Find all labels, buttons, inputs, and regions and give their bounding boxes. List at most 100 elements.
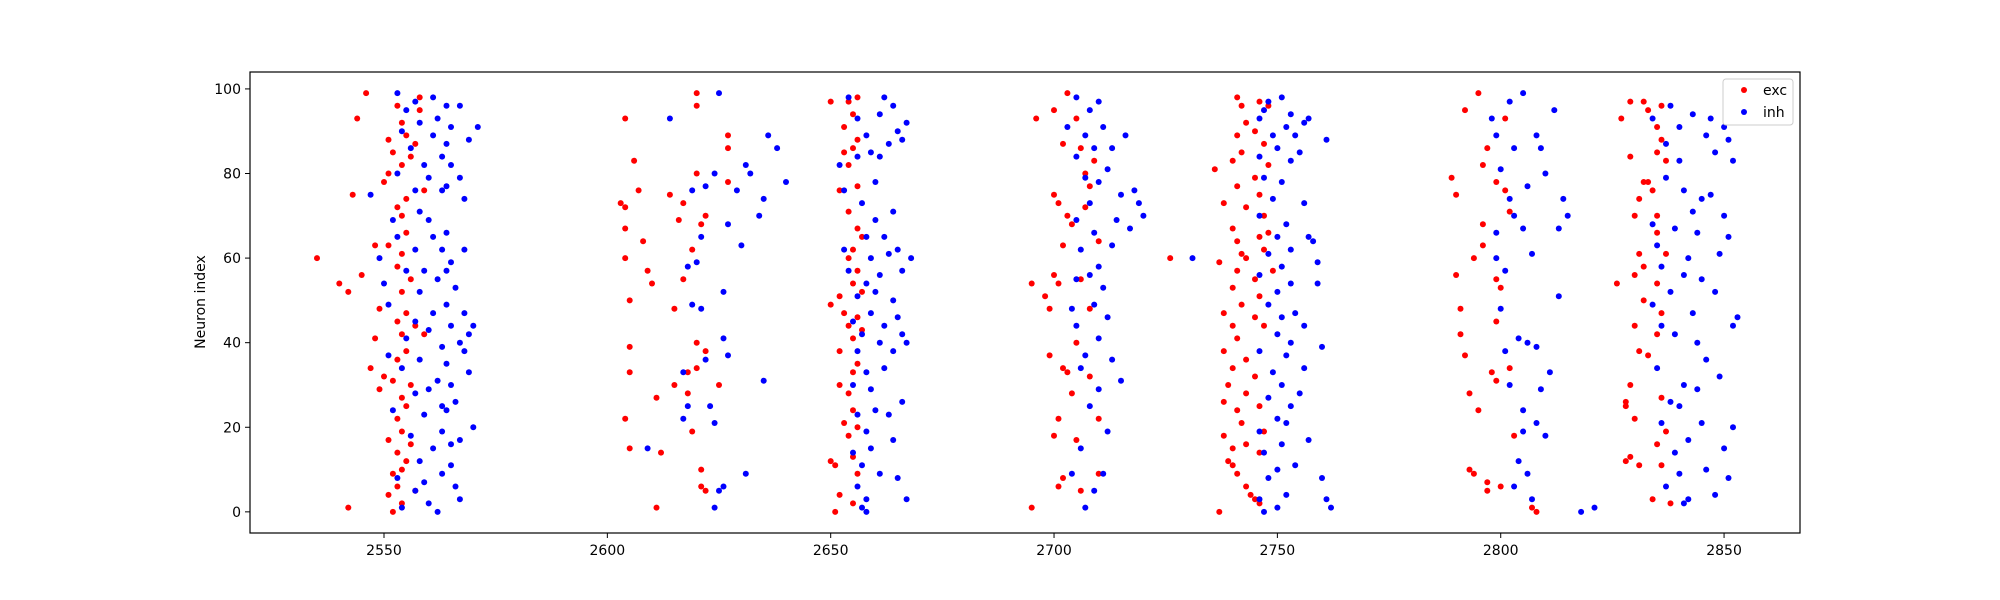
exc-spike-point xyxy=(1064,369,1071,376)
exc-spike-point xyxy=(640,238,647,245)
exc-spike-point xyxy=(394,483,401,490)
inh-spike-point xyxy=(1529,250,1535,257)
inh-spike-point xyxy=(1122,132,1129,139)
inh-spike-point xyxy=(1497,166,1504,173)
exc-spike-point xyxy=(1645,352,1652,359)
inh-spike-point xyxy=(1515,335,1522,342)
exc-spike-point xyxy=(1073,437,1080,443)
inh-spike-point xyxy=(1278,382,1285,388)
exc-spike-point xyxy=(1649,187,1656,194)
exc-spike-point xyxy=(1243,255,1250,262)
exc-spike-point xyxy=(1252,128,1258,135)
inh-spike-point xyxy=(1265,98,1272,105)
exc-spike-point xyxy=(845,255,852,262)
inh-spike-point xyxy=(1328,504,1334,511)
exc-spike-point xyxy=(1077,276,1084,283)
inh-spike-point xyxy=(859,504,865,511)
inh-spike-point xyxy=(1493,229,1500,236)
inh-spike-point xyxy=(1082,352,1089,359)
inh-spike-point xyxy=(854,293,861,300)
inh-spike-point xyxy=(1707,191,1714,198)
inh-spike-point xyxy=(1269,195,1276,202)
exc-spike-point xyxy=(358,272,365,278)
exc-spike-point xyxy=(854,267,861,274)
inh-spike-point xyxy=(1274,415,1281,422)
inh-spike-point xyxy=(859,331,865,338)
exc-spike-point xyxy=(1086,373,1093,380)
exc-spike-point xyxy=(1046,305,1053,312)
inh-spike-point xyxy=(1287,280,1294,287)
exc-spike-point xyxy=(1466,390,1473,397)
exc-spike-point xyxy=(389,470,396,477)
inh-spike-point xyxy=(1082,174,1089,181)
exc-spike-point xyxy=(1055,415,1062,422)
inh-spike-point xyxy=(434,377,441,384)
inh-spike-point xyxy=(1319,343,1325,350)
inh-spike-point xyxy=(1578,508,1585,515)
inh-spike-point xyxy=(1301,322,1308,329)
exc-spike-point xyxy=(394,263,401,270)
inh-spike-point xyxy=(760,377,767,384)
inh-spike-point xyxy=(448,322,454,329)
inh-spike-point xyxy=(385,352,392,359)
inh-spike-point xyxy=(1689,208,1696,215)
inh-spike-point xyxy=(1283,124,1290,130)
exc-spike-point xyxy=(1470,255,1477,262)
inh-spike-point xyxy=(1086,107,1093,114)
inh-spike-point xyxy=(863,132,870,139)
exc-spike-point xyxy=(845,322,852,329)
exc-spike-point xyxy=(1631,212,1638,219)
exc-spike-point xyxy=(1243,204,1250,211)
inh-spike-point xyxy=(1533,132,1540,139)
inh-spike-point xyxy=(680,369,687,376)
inh-spike-point xyxy=(1287,111,1294,118)
inh-spike-point xyxy=(461,246,468,253)
exc-spike-point xyxy=(1055,280,1062,287)
exc-spike-point xyxy=(644,267,651,274)
inh-spike-point xyxy=(867,149,874,156)
inh-spike-point xyxy=(684,263,691,270)
exc-spike-point xyxy=(1497,284,1504,291)
inh-spike-point xyxy=(716,90,722,97)
inh-spike-point xyxy=(872,179,879,185)
inh-spike-point xyxy=(863,233,870,240)
inh-spike-point xyxy=(1256,428,1263,435)
exc-spike-point xyxy=(385,437,392,443)
exc-spike-point xyxy=(1654,212,1661,219)
exc-spike-point xyxy=(1229,284,1236,291)
exc-spike-point xyxy=(1506,365,1513,372)
inh-spike-point xyxy=(872,288,879,295)
exc-spike-point xyxy=(385,170,392,177)
exc-spike-point xyxy=(1654,280,1661,287)
inh-spike-point xyxy=(1068,470,1075,477)
inh-spike-point xyxy=(1068,305,1075,312)
exc-spike-point xyxy=(1470,470,1477,477)
exc-spike-point xyxy=(1077,487,1084,494)
inh-spike-point xyxy=(430,310,437,317)
inh-spike-point xyxy=(1305,115,1312,122)
y-tick-label: 100 xyxy=(214,82,241,98)
exc-spike-point xyxy=(1252,276,1258,283)
inh-spike-point xyxy=(1506,98,1513,105)
exc-spike-point xyxy=(1051,107,1057,114)
inh-spike-point xyxy=(412,318,419,325)
inh-spike-point xyxy=(1082,504,1089,511)
exc-spike-point xyxy=(671,382,678,388)
exc-spike-point xyxy=(1086,183,1093,190)
inh-spike-point xyxy=(1730,322,1736,329)
exc-spike-point xyxy=(1265,162,1272,168)
exc-spike-point xyxy=(841,420,848,426)
exc-spike-point xyxy=(1060,242,1066,249)
exc-spike-point xyxy=(836,187,843,194)
inh-spike-point xyxy=(412,246,419,253)
exc-spike-point xyxy=(698,466,705,473)
inh-spike-point xyxy=(1269,369,1276,376)
inh-spike-point xyxy=(1555,293,1562,300)
inh-spike-point xyxy=(850,449,856,456)
inh-spike-point xyxy=(1095,386,1102,393)
exc-spike-point xyxy=(1073,115,1080,122)
exc-spike-point xyxy=(403,458,410,465)
exc-spike-point xyxy=(1220,432,1227,439)
exc-spike-point xyxy=(845,162,852,168)
inh-spike-point xyxy=(903,119,910,126)
